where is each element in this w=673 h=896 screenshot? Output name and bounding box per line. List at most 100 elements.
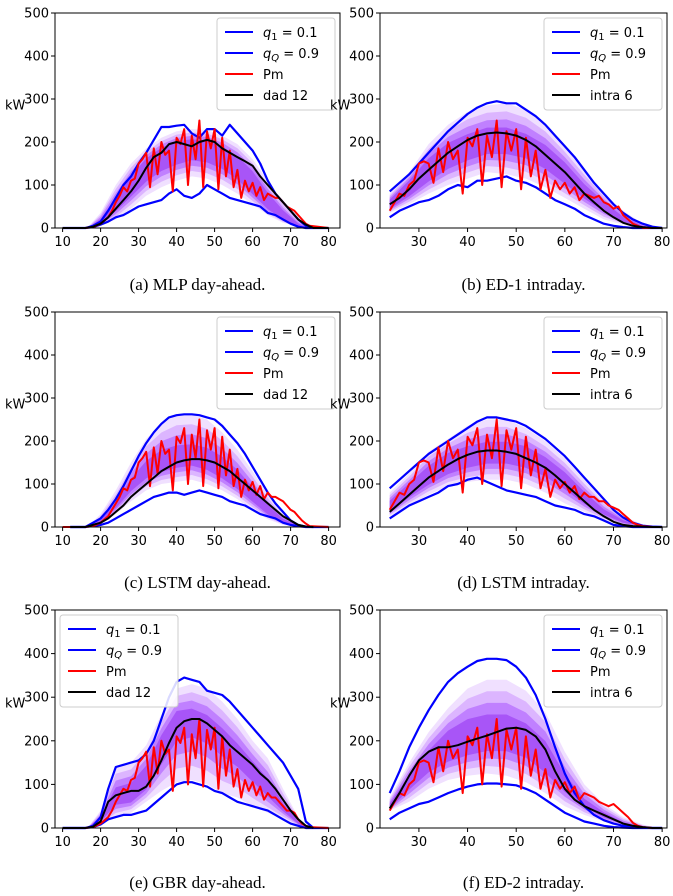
series-line-2	[70, 413, 314, 529]
subfigure-caption: (d) LSTM intraday.	[457, 573, 590, 592]
legend-label-1: q1 = 0.1	[263, 26, 317, 43]
chart-panel-4: 30 40 50 60 70 80 0 100 200 300 400 500 kW q1 = 0.1 qQ…	[330, 306, 670, 593]
legend-box	[216, 316, 336, 410]
x-tick-label: 80	[320, 235, 337, 250]
x-tick-label: 60	[244, 235, 261, 250]
y-tick-label: 100	[24, 478, 49, 493]
x-tick-label: 60	[244, 835, 261, 850]
series-line-1	[389, 175, 663, 230]
series-line-3	[62, 418, 329, 528]
y-tick-label: 400	[24, 349, 49, 364]
legend-label-3: Pm	[590, 367, 611, 382]
legend-label-1: q1 = 0.1	[590, 325, 644, 342]
quantile-band-4	[389, 441, 653, 527]
plot-frame	[379, 609, 668, 829]
x-tick-label: 40	[168, 835, 185, 850]
series-line-4	[70, 458, 314, 528]
legend-label-1: q1 = 0.1	[590, 623, 644, 640]
legend-box	[543, 17, 663, 111]
x-tick-label: 40	[459, 534, 476, 549]
x-tick-label: 80	[320, 534, 337, 549]
legend-label-4: dad 12	[263, 89, 308, 104]
legend-label-2: qQ = 0.9	[263, 47, 319, 64]
legend-label-3: Pm	[590, 665, 611, 680]
legend-label-4: intra 6	[590, 388, 633, 403]
series-line-4	[388, 726, 663, 829]
legend-label-1: q1 = 0.1	[106, 623, 160, 640]
series-line-3	[62, 119, 329, 229]
y-tick-label: 300	[349, 691, 374, 706]
x-tick-label: 80	[654, 235, 671, 250]
series-line-4	[62, 138, 329, 229]
x-tick-label: 70	[605, 534, 622, 549]
subfigure-caption: (c) LSTM day-ahead.	[124, 573, 271, 592]
legend-label-3: Pm	[263, 367, 284, 382]
legend-box	[543, 316, 663, 410]
y-tick-label: 500	[24, 604, 49, 619]
x-tick-label: 40	[168, 534, 185, 549]
x-tick-label: 50	[206, 534, 223, 549]
series-line-3	[388, 718, 663, 829]
plot-frame	[54, 609, 341, 829]
x-tick-label: 50	[508, 835, 525, 850]
x-tick-label: 60	[557, 235, 574, 250]
y-tick-label: 0	[41, 222, 49, 237]
legend-label-2: qQ = 0.9	[590, 47, 646, 64]
x-tick-label: 30	[130, 534, 147, 549]
series-line-3	[388, 418, 663, 528]
y-tick-label: 100	[24, 778, 49, 793]
y-tick-label: 200	[349, 136, 374, 151]
legend-label-4: intra 6	[590, 686, 633, 701]
quantile-band-4	[389, 714, 653, 828]
chart-panel-2: 30 40 50 60 70 80 0 100 200 300 400 500 kW q1 = 0.1 qQ…	[330, 7, 670, 295]
x-tick-label: 30	[411, 835, 428, 850]
x-tick-label: 10	[54, 835, 71, 850]
x-tick-label: 50	[508, 534, 525, 549]
legend-box	[59, 614, 179, 708]
x-tick-label: 20	[92, 235, 109, 250]
x-tick-label: 60	[244, 534, 261, 549]
x-tick-label: 60	[557, 534, 574, 549]
y-tick-label: 400	[349, 50, 374, 65]
x-tick-label: 70	[282, 235, 299, 250]
y-tick-label: 300	[349, 93, 374, 108]
y-tick-label: 500	[349, 7, 374, 22]
series-line-4	[389, 131, 663, 229]
x-tick-label: 80	[654, 835, 671, 850]
series-line-3	[62, 718, 329, 829]
y-axis-unit-label: kW	[330, 397, 351, 412]
y-tick-label: 400	[24, 50, 49, 65]
y-tick-label: 300	[349, 392, 374, 407]
legend: q1 = 0.1 qQ = 0.9 Pm dad 12	[216, 316, 336, 410]
series-line-4	[389, 449, 663, 528]
series-line-2	[388, 657, 663, 830]
y-tick-label: 300	[24, 392, 49, 407]
x-tick-label: 10	[54, 235, 71, 250]
legend-label-4: intra 6	[590, 89, 633, 104]
subfigure-caption: (e) GBR day-ahead.	[129, 873, 265, 892]
series-line-2	[388, 416, 663, 529]
legend-label-3: Pm	[590, 68, 611, 83]
y-tick-label: 500	[24, 7, 49, 22]
series-line-1	[389, 476, 663, 529]
y-axis-unit-label: kW	[330, 697, 351, 712]
x-tick-label: 30	[130, 835, 147, 850]
legend-label-4: dad 12	[106, 686, 151, 701]
chart-panel-3: 10 20 30 40 50 60 70 80 0 100 200 300 400 500 kW q1 = 0…	[5, 306, 341, 592]
quantile-band-3	[89, 700, 306, 828]
x-tick-label: 30	[130, 235, 147, 250]
y-tick-label: 400	[349, 647, 374, 662]
x-tick-label: 40	[459, 835, 476, 850]
y-tick-label: 0	[41, 521, 49, 536]
plot-frame	[379, 311, 668, 528]
x-tick-label: 70	[605, 235, 622, 250]
y-tick-label: 500	[349, 604, 374, 619]
legend-label-2: qQ = 0.9	[106, 644, 162, 661]
series-line-1	[389, 782, 663, 830]
x-tick-label: 40	[168, 235, 185, 250]
x-tick-label: 80	[320, 835, 337, 850]
legend-label-1: q1 = 0.1	[590, 26, 644, 43]
y-axis-unit-label: kW	[5, 397, 26, 412]
x-tick-label: 30	[411, 235, 428, 250]
legend-box	[216, 17, 336, 111]
